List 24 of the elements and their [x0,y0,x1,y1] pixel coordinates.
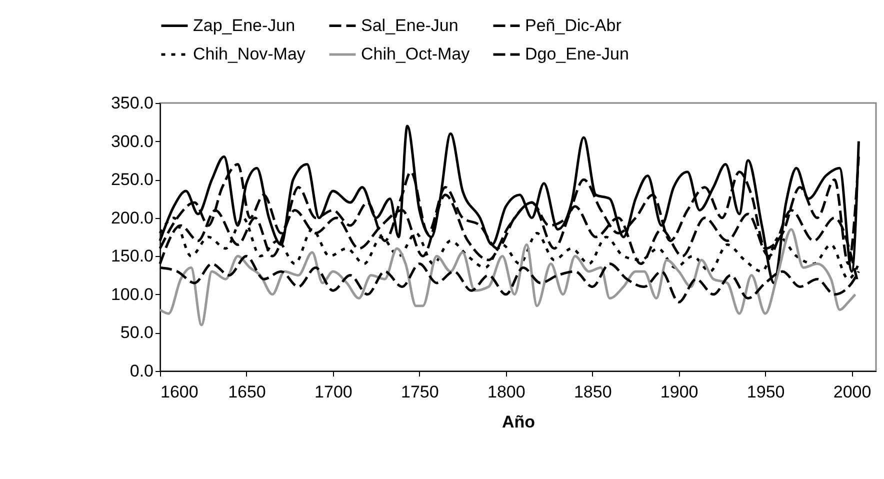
x-tick-label: 1750 [401,382,439,402]
x-tick-label: 1600 [160,382,198,402]
legend-label: Peñ_Dic-Abr [525,16,622,35]
x-tick-label: 1900 [660,382,698,402]
x-tick-label: 1650 [228,382,266,402]
legend-label: Chih_Oct-May [361,44,470,64]
y-tick-label: 350.0 [110,94,154,112]
y-tick-label: 300.0 [110,132,154,151]
y-tick-label: 150.0 [110,246,154,266]
x-tick-label: 2000 [833,382,872,402]
x-axis-title: Año [502,412,536,432]
x-tick-label: 1950 [746,382,785,402]
legend-label: Dgo_Ene-Jun [525,44,629,64]
x-tick-label: 1850 [574,382,612,402]
x-tick-label: 1800 [487,382,526,402]
y-tick-label: 200.0 [110,208,154,228]
legend-label: Sal_Ene-Jun [361,16,458,35]
y-tick-label: 50.0 [120,323,154,342]
legend-label: Chih_Nov-May [193,44,306,64]
legend-label: Zap_Ene-Jun [193,16,296,35]
y-tick-label: 100.0 [110,284,154,304]
x-tick-label: 1700 [314,382,352,402]
y-tick-label: 0.0 [130,362,154,380]
y-tick-label: 250.0 [110,170,154,190]
